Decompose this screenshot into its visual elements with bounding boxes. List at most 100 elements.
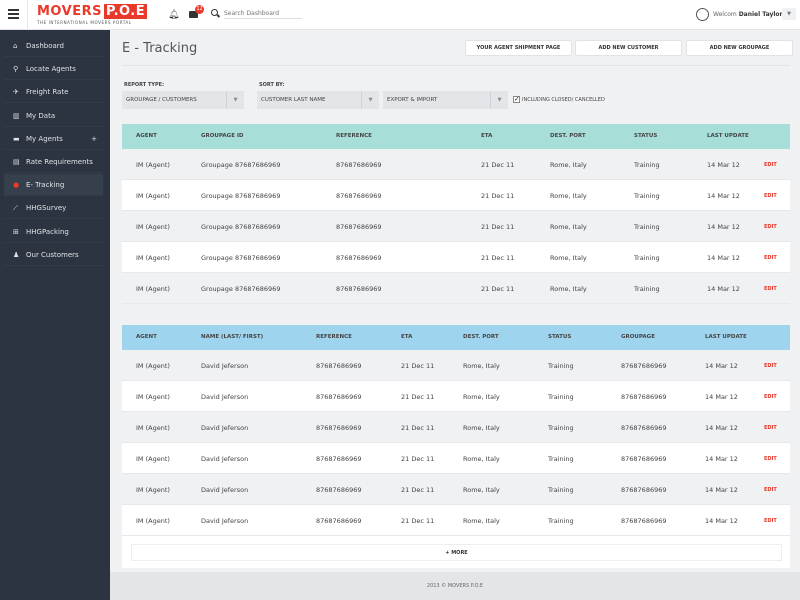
column-header-eta[interactable]: ETA	[401, 334, 413, 340]
cell-last-update: 14 Mar 12	[705, 455, 738, 463]
edit-link[interactable]: EDIT	[764, 456, 777, 462]
sidebar-item-e-tracking[interactable]: ● E- Tracking	[4, 174, 103, 197]
column-header-name[interactable]: NAME (LAST/ FIRST)	[201, 334, 264, 340]
cell-reference: 87687686969	[336, 161, 382, 169]
cell-status: Training	[548, 393, 574, 401]
edit-link[interactable]: EDIT	[764, 286, 777, 292]
cell-agent: IM (Agent)	[136, 362, 170, 370]
column-header-eta[interactable]: ETA	[481, 133, 493, 139]
table-row: IM (Agent) David Jeferson 87687686969 21 De…	[122, 443, 790, 474]
cell-dest-port: Rome, Italy	[550, 192, 587, 200]
sort-by-value: CUSTOMER LAST NAME	[261, 97, 326, 103]
cell-reference: 87687686969	[316, 393, 362, 401]
column-header-dest-port[interactable]: DEST. PORT	[550, 133, 586, 139]
sidebar-item-my-agents[interactable]: ▬ My Agents +	[4, 128, 103, 150]
cell-groupage: 87687686969	[621, 362, 667, 370]
cell-eta: 21 Dec 11	[401, 362, 435, 370]
cell-reference: 87687686969	[316, 424, 362, 432]
footer: 2013 © MOVERS P.O.E	[110, 572, 800, 600]
column-header-status[interactable]: STATUS	[634, 133, 658, 139]
expand-icon[interactable]: +	[91, 134, 97, 143]
cell-last-update: 14 Mar 12	[705, 362, 738, 370]
home-icon: ⌂	[13, 42, 18, 50]
edit-link[interactable]: EDIT	[764, 224, 777, 230]
agent-shipment-page-button[interactable]: YOUR AGENT SHIPMENT PAGE	[465, 40, 572, 56]
divider	[122, 65, 790, 66]
cell-groupage: 87687686969	[621, 393, 667, 401]
cell-status: Training	[634, 161, 660, 169]
cell-eta: 21 Dec 11	[481, 254, 515, 262]
cell-reference: 87687686969	[316, 455, 362, 463]
cell-last-update: 14 Mar 12	[707, 161, 740, 169]
edit-link[interactable]: EDIT	[764, 487, 777, 493]
direction-select[interactable]: EXPORT & IMPORT ▼	[383, 91, 508, 109]
bell-icon[interactable]: 🔔︎	[168, 10, 180, 20]
sort-by-select[interactable]: CUSTOMER LAST NAME ▼	[257, 91, 379, 109]
edit-link[interactable]: EDIT	[764, 363, 777, 369]
logo-text: MOVERS	[37, 4, 102, 19]
edit-link[interactable]: EDIT	[764, 255, 777, 261]
cell-dest-port: Rome, Italy	[463, 455, 500, 463]
sidebar-item-my-data[interactable]: ▥ My Data	[4, 105, 103, 127]
logo[interactable]: MOVERS P.O.E THE INTERNATIONAL MOVERS POR…	[37, 4, 148, 25]
mail-badge: 12	[195, 5, 204, 14]
cell-agent: IM (Agent)	[136, 455, 170, 463]
line-chart-icon: ⟋	[13, 204, 18, 213]
mail-icon[interactable]	[189, 11, 198, 18]
table-row: IM (Agent) David Jeferson 87687686969 21 De…	[122, 505, 790, 536]
column-header-dest-port[interactable]: DEST. PORT	[463, 334, 499, 340]
table-row: IM (Agent) Groupage 87687686969 8768768696…	[122, 242, 790, 273]
sidebar-item-rate-requirements[interactable]: ▤ Rate Requirements	[4, 151, 103, 173]
avatar[interactable]	[696, 8, 709, 21]
column-header-reference[interactable]: REFERENCE	[336, 133, 372, 139]
include-closed-checkbox[interactable]: ✓	[513, 95, 520, 103]
more-button[interactable]: + MORE	[131, 544, 782, 561]
column-header-reference[interactable]: REFERENCE	[316, 334, 352, 340]
cell-reference: 87687686969	[316, 486, 362, 494]
report-type-select[interactable]: GROUPAGE / CUSTOMERS ▼	[122, 91, 244, 109]
search-icon[interactable]	[211, 9, 218, 16]
edit-link[interactable]: EDIT	[764, 425, 777, 431]
column-header-groupage-id[interactable]: GROUPAGE ID	[201, 133, 244, 139]
add-new-groupage-button[interactable]: ADD NEW GROUPAGE	[686, 40, 793, 56]
cell-eta: 21 Dec 11	[401, 424, 435, 432]
menu-icon[interactable]	[8, 9, 19, 19]
sidebar-item-hhgsurvey[interactable]: ⟋ HHGSurvey	[4, 197, 103, 220]
edit-link[interactable]: EDIT	[764, 193, 777, 199]
edit-link[interactable]: EDIT	[764, 394, 777, 400]
sidebar-item-hhgpacking[interactable]: ⊞ HHGPacking	[4, 221, 103, 243]
include-closed-label: INCLUDING CLOSED/ CANCELLED	[522, 97, 605, 103]
cell-status: Training	[634, 285, 660, 293]
cell-last-update: 14 Mar 12	[707, 254, 740, 262]
report-type-value: GROUPAGE / CUSTOMERS	[126, 97, 197, 103]
table-row: IM (Agent) David Jeferson 87687686969 21 De…	[122, 412, 790, 443]
column-header-agent[interactable]: AGENT	[136, 133, 157, 139]
column-header-last-update[interactable]: LAST UPDATE	[707, 133, 749, 139]
search-input[interactable]	[224, 9, 302, 19]
cell-eta: 21 Dec 11	[481, 161, 515, 169]
sidebar-item-label: My Agents	[26, 134, 63, 143]
add-new-customer-button[interactable]: ADD NEW CUSTOMER	[575, 40, 682, 56]
cell-status: Training	[634, 192, 660, 200]
sidebar-item-freight-rate[interactable]: ✈ Freight Rate	[4, 81, 103, 104]
sidebar-item-dashboard[interactable]: ⌂ Dashboard	[4, 35, 103, 57]
sidebar-item-locate-agents[interactable]: ⚲ Locate Agents	[4, 58, 103, 81]
cell-name: David Jeferson	[201, 517, 249, 525]
cell-eta: 21 Dec 11	[401, 517, 435, 525]
cell-dest-port: Rome, Italy	[463, 393, 500, 401]
column-header-agent[interactable]: AGENT	[136, 334, 157, 340]
column-header-status[interactable]: STATUS	[548, 334, 572, 340]
chevron-down-icon: ▼	[226, 91, 244, 109]
cell-eta: 21 Dec 11	[401, 393, 435, 401]
cell-eta: 21 Dec 11	[401, 455, 435, 463]
bar-chart-icon: ▥	[13, 111, 20, 120]
sidebar-item-our-customers[interactable]: ♟ Our Customers	[4, 244, 103, 266]
edit-link[interactable]: EDIT	[764, 162, 777, 168]
column-header-groupage[interactable]: GROUPAGE	[621, 334, 655, 340]
column-header-last-update[interactable]: LAST UPDATE	[705, 334, 747, 340]
cell-name: David Jeferson	[201, 455, 249, 463]
cell-dest-port: Rome, Italy	[463, 424, 500, 432]
edit-link[interactable]: EDIT	[764, 518, 777, 524]
user-menu-dropdown[interactable]: ▼	[782, 8, 796, 20]
report-type-label: REPORT TYPE:	[124, 82, 165, 88]
